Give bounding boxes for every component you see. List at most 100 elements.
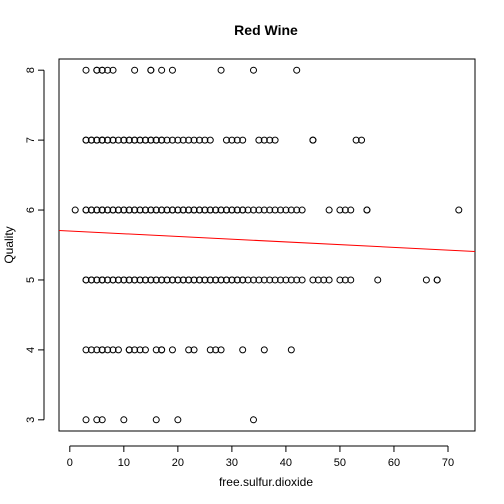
data-point <box>217 276 225 284</box>
data-point <box>293 206 301 214</box>
data-point <box>82 416 90 424</box>
data-point <box>147 206 155 214</box>
data-point <box>260 346 268 354</box>
x-tick-label: 60 <box>388 457 400 469</box>
x-tick-label: 40 <box>280 457 292 469</box>
y-tick-label: 5 <box>25 277 37 283</box>
data-point <box>325 276 333 284</box>
data-point <box>374 276 382 284</box>
data-point <box>190 276 198 284</box>
data-point <box>255 206 263 214</box>
data-point <box>233 276 241 284</box>
data-point <box>206 136 214 144</box>
data-point <box>114 136 122 144</box>
data-point <box>109 276 117 284</box>
data-point <box>233 136 241 144</box>
plot-area-frame <box>58 58 476 432</box>
y-axis: 3 4 5 6 7 8 <box>25 67 45 423</box>
data-point <box>293 66 301 74</box>
data-point <box>325 206 333 214</box>
data-point <box>179 136 187 144</box>
data-point <box>141 206 149 214</box>
data-point <box>93 66 101 74</box>
data-point <box>217 66 225 74</box>
data-point <box>141 346 149 354</box>
data-point <box>255 136 263 144</box>
data-point <box>347 276 355 284</box>
data-point <box>239 206 247 214</box>
data-point <box>71 206 79 214</box>
data-point <box>455 206 463 214</box>
data-point <box>266 206 274 214</box>
data-point <box>206 276 214 284</box>
data-point <box>341 206 349 214</box>
data-point <box>158 66 166 74</box>
data-point <box>168 206 176 214</box>
y-tick-label: 3 <box>25 417 37 423</box>
data-point <box>174 136 182 144</box>
data-point <box>109 136 117 144</box>
x-tick-label: 20 <box>172 457 184 469</box>
data-point <box>217 346 225 354</box>
data-point <box>185 346 193 354</box>
data-point <box>185 276 193 284</box>
data-point <box>277 206 285 214</box>
data-point <box>309 136 317 144</box>
data-point <box>201 136 209 144</box>
data-point <box>239 276 247 284</box>
data-point <box>109 346 117 354</box>
data-point <box>309 276 317 284</box>
data-point <box>363 206 371 214</box>
data-point <box>87 276 95 284</box>
data-point <box>82 346 90 354</box>
data-point <box>168 136 176 144</box>
data-point <box>282 276 290 284</box>
data-point <box>206 346 214 354</box>
data-point <box>249 66 257 74</box>
data-point <box>152 276 160 284</box>
data-point <box>244 276 252 284</box>
data-point <box>120 136 128 144</box>
data-point <box>212 276 220 284</box>
data-point <box>336 206 344 214</box>
data-point <box>352 136 360 144</box>
x-tick-label: 30 <box>226 457 238 469</box>
data-point <box>260 206 268 214</box>
data-point <box>195 276 203 284</box>
data-point <box>244 206 252 214</box>
data-point <box>293 276 301 284</box>
y-tick-label: 7 <box>25 137 37 143</box>
data-point <box>158 206 166 214</box>
chart-title: Red Wine <box>234 22 298 38</box>
data-point <box>98 136 106 144</box>
data-point <box>93 276 101 284</box>
data-point <box>168 276 176 284</box>
data-point <box>131 136 139 144</box>
data-point <box>152 206 160 214</box>
data-point <box>136 346 144 354</box>
data-point <box>131 276 139 284</box>
y-tick-label: 6 <box>25 207 37 213</box>
data-point <box>158 346 166 354</box>
data-point <box>179 206 187 214</box>
x-axis-label: free.sulfur.dioxide <box>219 475 313 489</box>
data-point <box>98 276 106 284</box>
data-point <box>82 66 90 74</box>
data-point <box>120 416 128 424</box>
data-point <box>249 206 257 214</box>
data-points <box>71 66 463 424</box>
data-point <box>320 276 328 284</box>
data-point <box>287 206 295 214</box>
data-point <box>131 66 139 74</box>
data-point <box>228 136 236 144</box>
data-point <box>206 206 214 214</box>
data-point <box>287 276 295 284</box>
data-point <box>266 136 274 144</box>
data-point <box>120 276 128 284</box>
data-point <box>82 206 90 214</box>
data-point <box>152 136 160 144</box>
data-point <box>141 276 149 284</box>
data-point <box>190 136 198 144</box>
data-point <box>271 136 279 144</box>
